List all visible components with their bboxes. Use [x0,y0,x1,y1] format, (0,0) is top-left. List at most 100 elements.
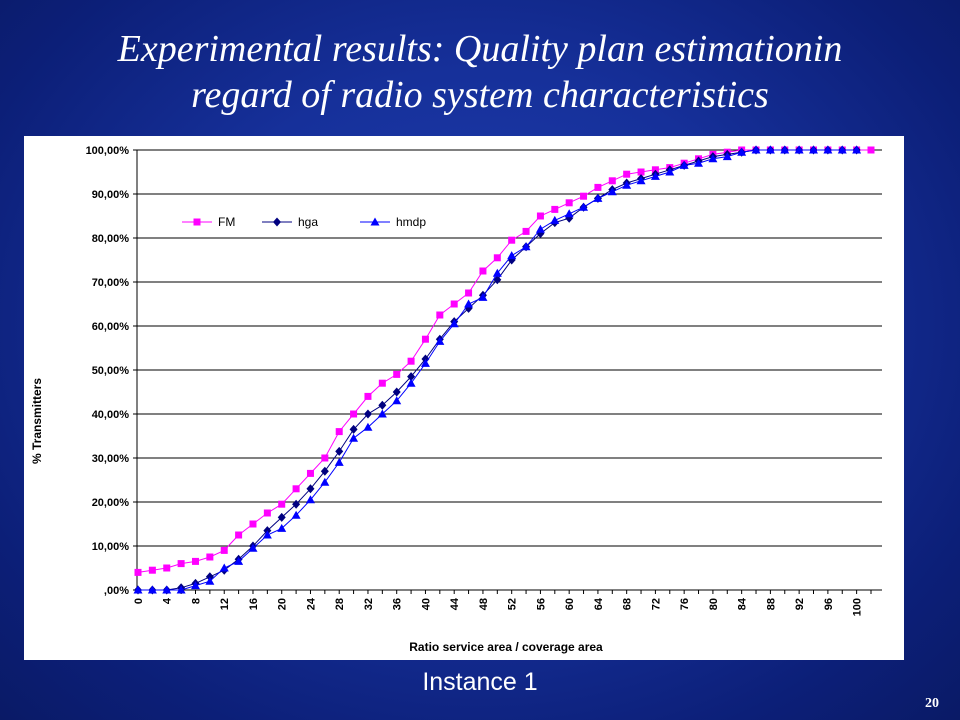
data-point-hga [407,372,416,382]
y-tick-label: 30,00% [92,453,130,465]
y-tick-label: 60,00% [92,321,130,333]
x-tick-label: 24 [305,597,317,610]
data-point-fm [235,531,243,539]
chart-caption: Instance 1 [422,668,538,696]
data-point-hmdp [636,176,646,185]
data-point-fm [479,267,487,275]
x-tick-label: 48 [478,598,490,610]
series-line-fm [137,149,871,573]
legend-label: FM [218,215,235,229]
series-hmdp [133,145,862,594]
y-tick-label: 70,00% [92,277,130,289]
slide-title: Experimental results: Quality plan estim… [20,26,940,118]
y-tick-label: 40,00% [92,409,130,421]
x-tick-label: 0 [133,598,145,604]
data-point-hga [320,466,329,476]
data-point-hmdp [349,433,359,442]
data-point-hmdp [593,193,603,202]
data-point-fm [220,546,228,554]
data-point-hmdp [535,224,545,233]
data-point-hmdp [794,145,804,154]
legend-item-hga: hga [262,215,318,229]
series-fm [134,146,875,576]
legend: FM hga hmdp [182,215,426,229]
x-tick-label: 32 [363,598,375,610]
data-point-fm [134,568,142,576]
data-point-fm [565,199,573,207]
data-point-hmdp [650,171,660,180]
x-tick-label: 80 [708,598,720,610]
data-point-hmdp [176,585,186,594]
data-point-hmdp [478,292,488,301]
data-point-hmdp [809,145,819,154]
data-point-hmdp [694,158,704,167]
data-point-hmdp [406,378,416,387]
data-point-hmdp [751,145,761,154]
x-tick-label: 100 [852,598,864,616]
data-point-hmdp [277,523,287,532]
y-tick-label: 90,00% [92,189,130,201]
data-point-hmdp [507,251,517,260]
data-point-fm [421,335,429,343]
data-point-hga [292,499,301,509]
data-point-fm [249,520,257,528]
y-tick-label: ,00% [104,585,129,597]
x-tick-label: 68 [622,598,634,610]
page-number: 20 [925,696,939,711]
legend-label: hga [298,215,318,229]
data-point-fm [637,168,645,176]
data-point-fm [867,146,875,154]
data-point-hga [378,400,387,410]
data-point-hmdp [679,160,689,169]
data-point-hmdp [234,556,244,565]
slide-title-line-2: regard of radio system characteristics [191,74,769,116]
data-point-hga [349,424,358,434]
data-point-hmdp [262,530,272,539]
x-tick-labels: 0 4 8 12 16 20 24 28 32 36 40 44 48 52 56 60 64 68 72 76 80 8… [133,597,864,616]
x-tick-label: 92 [794,598,806,610]
x-tick-label: 20 [277,598,289,610]
data-point-fm [580,192,588,200]
x-tick-label: 12 [219,598,231,610]
data-point-hmdp [550,215,560,224]
data-point-fm [321,454,329,462]
data-point-hmdp [564,209,574,218]
data-point-fm [278,500,286,508]
data-point-fm [378,379,386,387]
legend-marker-fm [193,218,201,226]
x-tick-label: 76 [679,598,691,610]
data-point-hmdp [392,396,402,405]
y-tick-label: 10,00% [92,541,130,553]
y-tick-label: 50,00% [92,365,130,377]
data-point-fm [350,410,358,418]
data-point-hmdp [219,563,229,572]
data-point-fm [263,509,271,517]
data-point-fm [436,311,444,319]
data-point-fm [191,557,199,565]
data-point-hga [335,446,344,456]
data-point-hmdp [579,202,589,211]
line-chart: ,00% 10,00% 20,00% 30,00% 40,00% 50,00% 60,00%… [30,145,882,654]
data-point-hga [493,275,502,285]
data-point-fm [594,183,602,191]
data-point-hmdp [334,457,344,466]
y-axis-title: % Transmitters [30,378,44,464]
axes [133,149,882,594]
legend-label: hmdp [396,215,426,229]
x-tick-label: 36 [392,598,404,610]
data-point-hga [363,409,372,419]
data-point-fm [623,170,631,178]
x-tick-label: 16 [248,598,260,610]
data-point-hga [306,484,315,494]
data-point-hmdp [162,585,172,594]
legend-marker-hga [273,217,281,227]
data-point-hga [392,387,401,397]
chart-panel: ,00% 10,00% 20,00% 30,00% 40,00% 50,00% 60,00%… [24,136,904,660]
data-point-fm [608,177,616,185]
x-tick-label: 4 [162,597,174,604]
data-point-hmdp [665,167,675,176]
data-point-hmdp [464,299,474,308]
data-point-hmdp [205,576,215,585]
data-point-hmdp [363,422,373,431]
x-tick-label: 84 [737,597,749,610]
